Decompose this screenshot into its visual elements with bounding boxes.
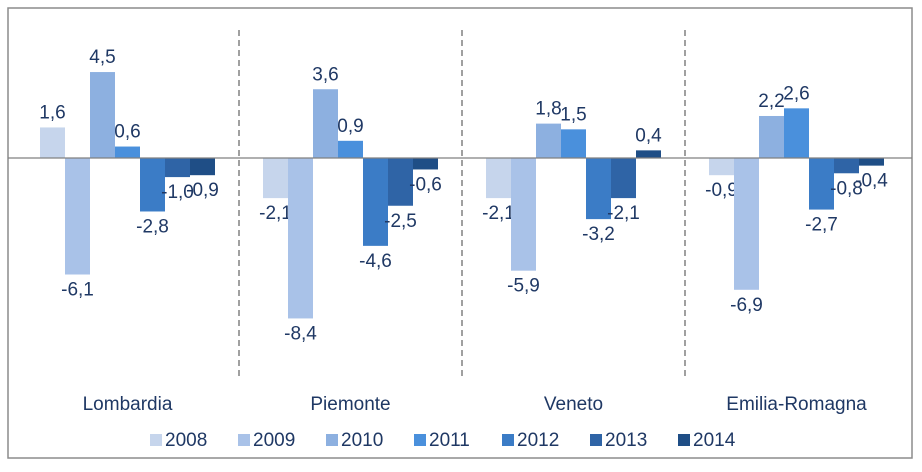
chart-frame — [7, 7, 913, 459]
legend-label: 2014 — [693, 430, 736, 451]
value-label: -6,1 — [61, 280, 94, 301]
bar — [338, 140, 363, 158]
value-label: 2,2 — [758, 91, 784, 112]
legend-swatch — [414, 434, 426, 446]
value-label: -0,9 — [186, 180, 219, 201]
value-label: -0,4 — [855, 171, 888, 192]
value-label: 4,5 — [89, 47, 115, 68]
value-label: -3,2 — [582, 224, 615, 245]
value-label: -4,6 — [359, 251, 392, 272]
value-label: -2,1 — [259, 203, 292, 224]
value-label: -6,9 — [730, 295, 763, 316]
bar — [511, 158, 536, 271]
value-label: -0,9 — [705, 180, 738, 201]
bar — [140, 158, 165, 212]
value-label: 0,6 — [114, 122, 140, 143]
bar — [65, 158, 90, 275]
bar — [709, 158, 734, 176]
bar — [115, 146, 140, 158]
bar — [586, 158, 611, 220]
value-label: -2,7 — [805, 215, 838, 236]
value-label: 2,6 — [783, 83, 809, 104]
value-label: -2,1 — [482, 203, 515, 224]
bar — [636, 150, 661, 158]
bar — [90, 72, 115, 158]
bar — [190, 158, 215, 176]
legend-swatch — [326, 434, 338, 446]
bar — [561, 129, 586, 158]
bar — [536, 123, 561, 158]
value-label: 1,6 — [39, 102, 65, 123]
value-label: 1,5 — [560, 104, 586, 125]
legend-swatch — [238, 434, 250, 446]
bar — [413, 158, 438, 170]
bar — [809, 158, 834, 210]
value-label: -0,6 — [409, 174, 442, 195]
bar — [388, 158, 413, 206]
value-label: 1,8 — [535, 99, 561, 120]
legend-label: 2013 — [605, 430, 647, 451]
value-label: -2,5 — [384, 211, 417, 232]
x-tick-label: Emilia-Romagna — [726, 394, 867, 415]
value-label: -2,8 — [136, 216, 169, 237]
value-label: -8,4 — [284, 323, 317, 344]
bar — [486, 158, 511, 199]
bar — [363, 158, 388, 246]
legend-label: 2011 — [429, 430, 470, 451]
bar — [859, 158, 884, 166]
legend-swatch — [502, 434, 514, 446]
bar — [165, 158, 190, 178]
x-tick-label: Lombardia — [83, 394, 173, 415]
legend-swatch — [150, 434, 162, 446]
legend-label: 2008 — [165, 430, 207, 451]
legend-label: 2010 — [341, 430, 383, 451]
legend-swatch — [590, 434, 602, 446]
bar — [611, 158, 636, 199]
value-label: 0,9 — [337, 116, 363, 137]
value-label: -0,8 — [830, 178, 863, 199]
x-tick-label: Veneto — [544, 394, 603, 415]
legend-swatch — [678, 434, 690, 446]
legend-label: 2009 — [253, 430, 295, 451]
value-label: -5,9 — [507, 276, 540, 297]
value-label: -2,1 — [607, 203, 640, 224]
bar — [40, 127, 65, 158]
bar — [263, 158, 288, 199]
value-label: -1,0 — [161, 182, 194, 203]
legend-label: 2012 — [517, 430, 559, 451]
bar — [734, 158, 759, 290]
value-label: 0,4 — [635, 125, 662, 146]
bar — [288, 158, 313, 319]
bar — [784, 108, 809, 158]
bar — [313, 89, 338, 158]
bar — [834, 158, 859, 174]
x-tick-label: Piemonte — [310, 394, 390, 415]
bar — [759, 115, 784, 158]
value-label: 3,6 — [312, 64, 338, 85]
